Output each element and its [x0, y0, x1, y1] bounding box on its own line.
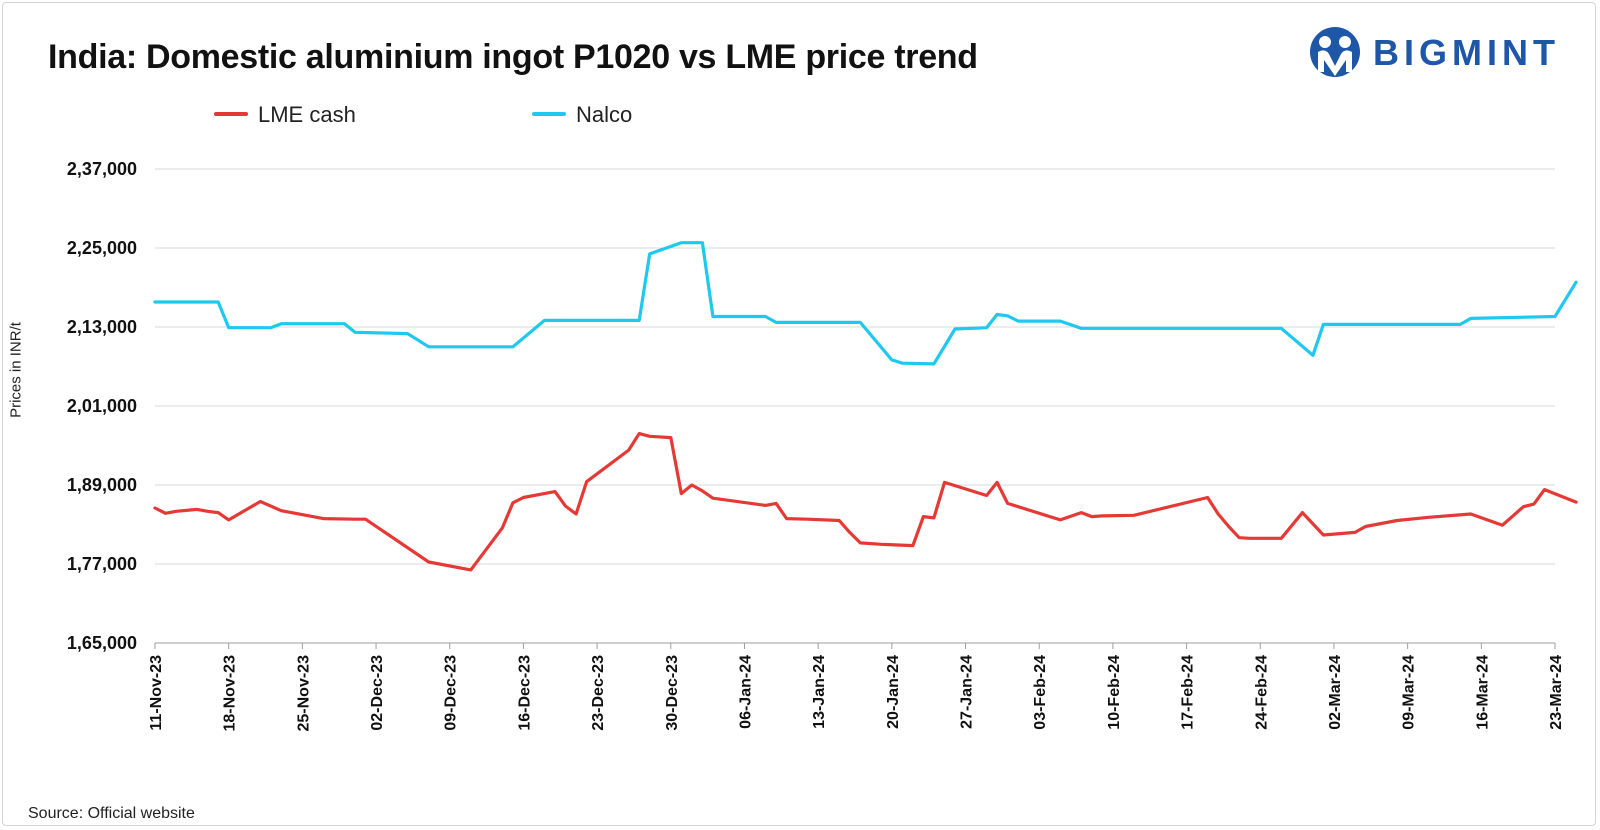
series-line-lme-cash — [153, 432, 1578, 572]
bigmint-logo-icon — [1310, 27, 1360, 77]
y-tick-label: 2,25,000 — [67, 238, 137, 258]
x-tick-label: 16-Mar-24 — [1474, 655, 1491, 730]
x-tick-label: 24-Feb-24 — [1253, 655, 1270, 730]
y-tick-label: 2,01,000 — [67, 396, 137, 416]
legend-item-nalco: Nalco — [532, 102, 632, 132]
y-tick-label: 1,65,000 — [67, 633, 137, 653]
x-tick-label: 23-Dec-23 — [590, 655, 607, 731]
x-tick-label: 03-Feb-24 — [1032, 655, 1049, 730]
x-tick-label: 02-Mar-24 — [1327, 655, 1344, 730]
y-tick-label: 2,13,000 — [67, 317, 137, 337]
x-tick-label: 16-Dec-23 — [516, 655, 533, 731]
x-tick-label: 18-Nov-23 — [222, 655, 239, 732]
legend-label-lme: LME cash — [258, 102, 356, 127]
x-tick-label: 13-Jan-24 — [811, 655, 828, 729]
x-tick-label: 10-Feb-24 — [1106, 655, 1123, 730]
y-tick-label: 1,77,000 — [67, 554, 137, 574]
x-tick-label: 17-Feb-24 — [1180, 655, 1197, 730]
legend-label-nalco: Nalco — [576, 102, 633, 127]
legend-swatch-lme — [214, 112, 248, 117]
x-tick-label: 02-Dec-23 — [369, 655, 386, 731]
brand-name: BIGMINT — [1373, 32, 1560, 73]
x-tick-label: 27-Jan-24 — [959, 655, 976, 729]
x-tick-label: 20-Jan-24 — [885, 655, 902, 729]
x-tick-label: 30-Dec-23 — [664, 655, 681, 731]
y-tick-label: 2,37,000 — [67, 159, 137, 179]
source-note: Source: Official website — [28, 805, 195, 822]
y-tick-label: 1,89,000 — [67, 475, 137, 495]
legend-swatch-nalco — [532, 112, 566, 117]
series-line-nalco — [153, 241, 1578, 366]
chart-title: India: Domestic aluminium ingot P1020 vs… — [48, 38, 978, 76]
x-tick-label: 23-Mar-24 — [1548, 655, 1565, 730]
legend-item-lme: LME cash — [214, 102, 356, 132]
x-tick-label: 09-Dec-23 — [443, 655, 460, 731]
x-tick-label: 06-Jan-24 — [737, 655, 754, 729]
x-tick-label: 11-Nov-23 — [148, 655, 165, 731]
bigmint-logo: BIGMINT — [1305, 22, 1575, 82]
x-tick-label: 25-Nov-23 — [295, 655, 312, 732]
x-tick-label: 09-Mar-24 — [1401, 655, 1418, 730]
